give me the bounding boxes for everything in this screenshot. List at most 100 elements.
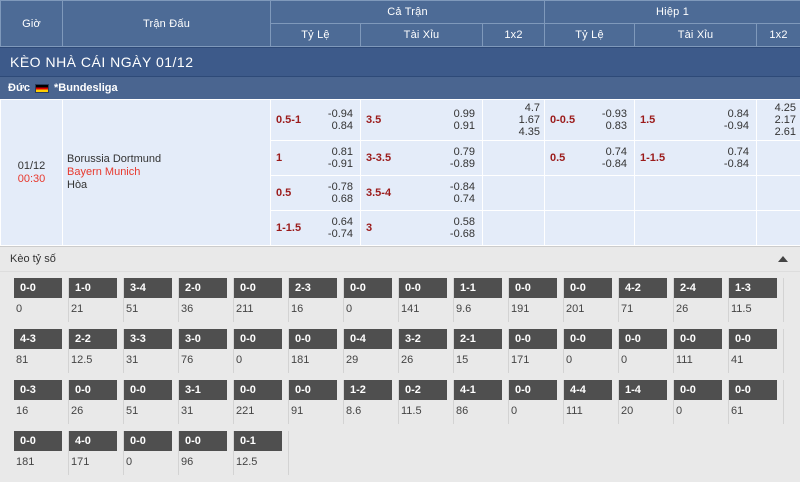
onexitwo-full-cell[interactable] [482, 210, 545, 246]
score-odd-cell[interactable]: 0-0 0 [124, 431, 179, 475]
handicap-half-cell[interactable] [544, 210, 635, 246]
score-odd-cell[interactable]: 3-2 26 [399, 329, 454, 373]
score-odd-cell[interactable]: 4-4 111 [564, 380, 619, 424]
score-odd-cell[interactable]: 0-0 51 [124, 380, 179, 424]
odd-value-over[interactable]: 0.79 [453, 146, 475, 158]
handicap-full-cell[interactable]: 1 0.81 -0.91 [270, 140, 361, 176]
odd-value-away[interactable]: 0.84 [331, 120, 353, 132]
score-odd-cell[interactable]: 0-0 211 [234, 278, 289, 322]
handicap-half-cell[interactable] [544, 175, 635, 211]
score-odd-cell[interactable]: 0-0 96 [179, 431, 234, 475]
score-odd-value[interactable]: 191 [511, 303, 530, 315]
odd-value-x[interactable]: 1.67 [518, 114, 540, 126]
score-odd-cell[interactable]: 0-0 61 [729, 380, 784, 424]
score-odd-value[interactable]: 12.5 [236, 456, 258, 468]
score-odd-cell[interactable]: 4-1 86 [454, 380, 509, 424]
league-header-row[interactable]: Đức *Bundesliga [0, 77, 800, 99]
score-odd-cell[interactable]: 0-2 11.5 [399, 380, 454, 424]
table-row[interactable]: 1 0.81 -0.91 3-3.5 0.79 -0.89 0.5 0.74 -… [1, 140, 800, 176]
score-odd-value[interactable]: 211 [236, 303, 254, 315]
odd-value-under[interactable]: 0.91 [453, 120, 475, 132]
handicap-half-cell[interactable]: 0-0.5 -0.93 0.83 [544, 99, 635, 141]
score-odd-value[interactable]: 31 [126, 354, 139, 366]
score-odd-value[interactable]: 171 [71, 456, 90, 468]
score-odd-value[interactable]: 51 [126, 303, 139, 315]
score-odd-cell[interactable]: 2-0 36 [179, 278, 234, 322]
score-odd-value[interactable]: 20 [621, 405, 634, 417]
onexitwo-half-cell[interactable] [756, 175, 800, 211]
odd-value-under[interactable]: 0.74 [453, 193, 475, 205]
handicap-full-cell[interactable]: 0.5-1 -0.94 0.84 [270, 99, 361, 141]
score-odd-value[interactable]: 91 [291, 405, 304, 417]
score-odd-cell[interactable]: 0-0 141 [399, 278, 454, 322]
score-odd-cell[interactable]: 0-0 0 [234, 329, 289, 373]
score-odd-value[interactable]: 81 [16, 354, 29, 366]
score-odd-value[interactable]: 221 [236, 405, 255, 417]
overunder-half-cell[interactable] [634, 210, 757, 246]
score-odd-cell[interactable]: 2-3 16 [289, 278, 344, 322]
score-odd-cell[interactable]: 3-4 51 [124, 278, 179, 322]
score-odd-cell[interactable]: 4-3 81 [14, 329, 69, 373]
score-odd-value[interactable]: 0 [16, 303, 23, 315]
score-odd-value[interactable]: 26 [401, 354, 414, 366]
score-odd-value[interactable]: 8.6 [346, 405, 362, 417]
score-odd-value[interactable]: 181 [291, 354, 310, 366]
score-odd-value[interactable]: 201 [566, 303, 585, 315]
score-odd-value[interactable]: 0 [346, 303, 353, 315]
odd-value-1[interactable]: 4.25 [774, 102, 796, 114]
overunder-full-cell[interactable]: 3.5 0.99 0.91 [360, 99, 483, 141]
score-odd-cell[interactable]: 3-3 31 [124, 329, 179, 373]
onexitwo-half-cell[interactable] [756, 140, 800, 176]
header-col-match[interactable]: Trận Đấu [62, 0, 271, 47]
overunder-half-cell[interactable] [634, 175, 757, 211]
score-odd-cell[interactable]: 0-0 0 [509, 380, 564, 424]
odd-value-x[interactable]: 2.17 [774, 114, 796, 126]
score-odd-cell[interactable]: 3-0 76 [179, 329, 234, 373]
odd-value-over[interactable]: 0.74 [727, 146, 749, 158]
odd-value-over[interactable]: 0.58 [453, 216, 475, 228]
score-odd-value[interactable]: 26 [676, 303, 689, 315]
header-col-1x2-full[interactable]: 1x2 [481, 23, 546, 47]
handicap-full-cell[interactable]: 0.5 -0.78 0.68 [270, 175, 361, 211]
odd-value-home[interactable]: -0.93 [601, 108, 627, 120]
score-odd-cell[interactable]: 0-0 0 [344, 278, 399, 322]
overunder-full-cell[interactable]: 3-3.5 0.79 -0.89 [360, 140, 483, 176]
score-odd-cell[interactable]: 1-4 20 [619, 380, 674, 424]
score-odd-value[interactable]: 0 [126, 456, 133, 468]
score-odd-cell[interactable]: 0-0 41 [729, 329, 784, 373]
score-odd-cell[interactable]: 0-0 221 [234, 380, 289, 424]
score-odd-value[interactable]: 11.5 [731, 303, 752, 315]
overunder-full-cell[interactable]: 3.5-4 -0.84 0.74 [360, 175, 483, 211]
score-odd-cell[interactable]: 0-3 16 [14, 380, 69, 424]
score-odd-value[interactable]: 0 [236, 354, 243, 366]
score-odd-value[interactable]: 61 [731, 405, 744, 417]
team-away[interactable]: Bayern Munich [67, 166, 141, 178]
odd-value-away[interactable]: -0.84 [601, 158, 627, 170]
score-odd-value[interactable]: 111 [566, 405, 583, 417]
overunder-half-cell[interactable]: 1-1.5 0.74 -0.84 [634, 140, 757, 176]
score-odd-cell[interactable]: 0-0 111 [674, 329, 729, 373]
score-odd-cell[interactable]: 2-2 12.5 [69, 329, 124, 373]
odd-value-over[interactable]: -0.84 [449, 181, 475, 193]
score-odd-value[interactable]: 21 [71, 303, 84, 315]
score-odd-value[interactable]: 12.5 [71, 354, 93, 366]
onexitwo-full-cell[interactable] [482, 175, 545, 211]
score-odd-cell[interactable]: 0-0 191 [509, 278, 564, 322]
score-odd-value[interactable]: 0 [566, 354, 573, 366]
score-odd-cell[interactable]: 0-0 91 [289, 380, 344, 424]
odd-value-home[interactable]: -0.78 [327, 181, 353, 193]
odd-value-2[interactable]: 2.61 [774, 126, 796, 138]
onexitwo-full-cell[interactable]: 4.7 1.67 4.35 [482, 99, 545, 141]
score-odd-value[interactable]: 86 [456, 405, 469, 417]
score-odd-cell[interactable]: 0-0 181 [289, 329, 344, 373]
score-odd-value[interactable]: 29 [346, 354, 359, 366]
odd-value-away[interactable]: -0.91 [327, 158, 353, 170]
score-odd-value[interactable]: 16 [16, 405, 29, 417]
odd-value-home[interactable]: 0.64 [331, 216, 353, 228]
odd-value-1[interactable]: 4.7 [524, 102, 540, 114]
header-col-overunder-full[interactable]: Tài Xỉu [360, 23, 483, 47]
table-row[interactable]: 1-1.5 0.64 -0.74 3 0.58 -0.68 [1, 210, 800, 246]
score-odd-cell[interactable]: 0-4 29 [344, 329, 399, 373]
score-odd-cell[interactable]: 0-0 171 [509, 329, 564, 373]
onexitwo-half-cell[interactable] [756, 210, 800, 246]
